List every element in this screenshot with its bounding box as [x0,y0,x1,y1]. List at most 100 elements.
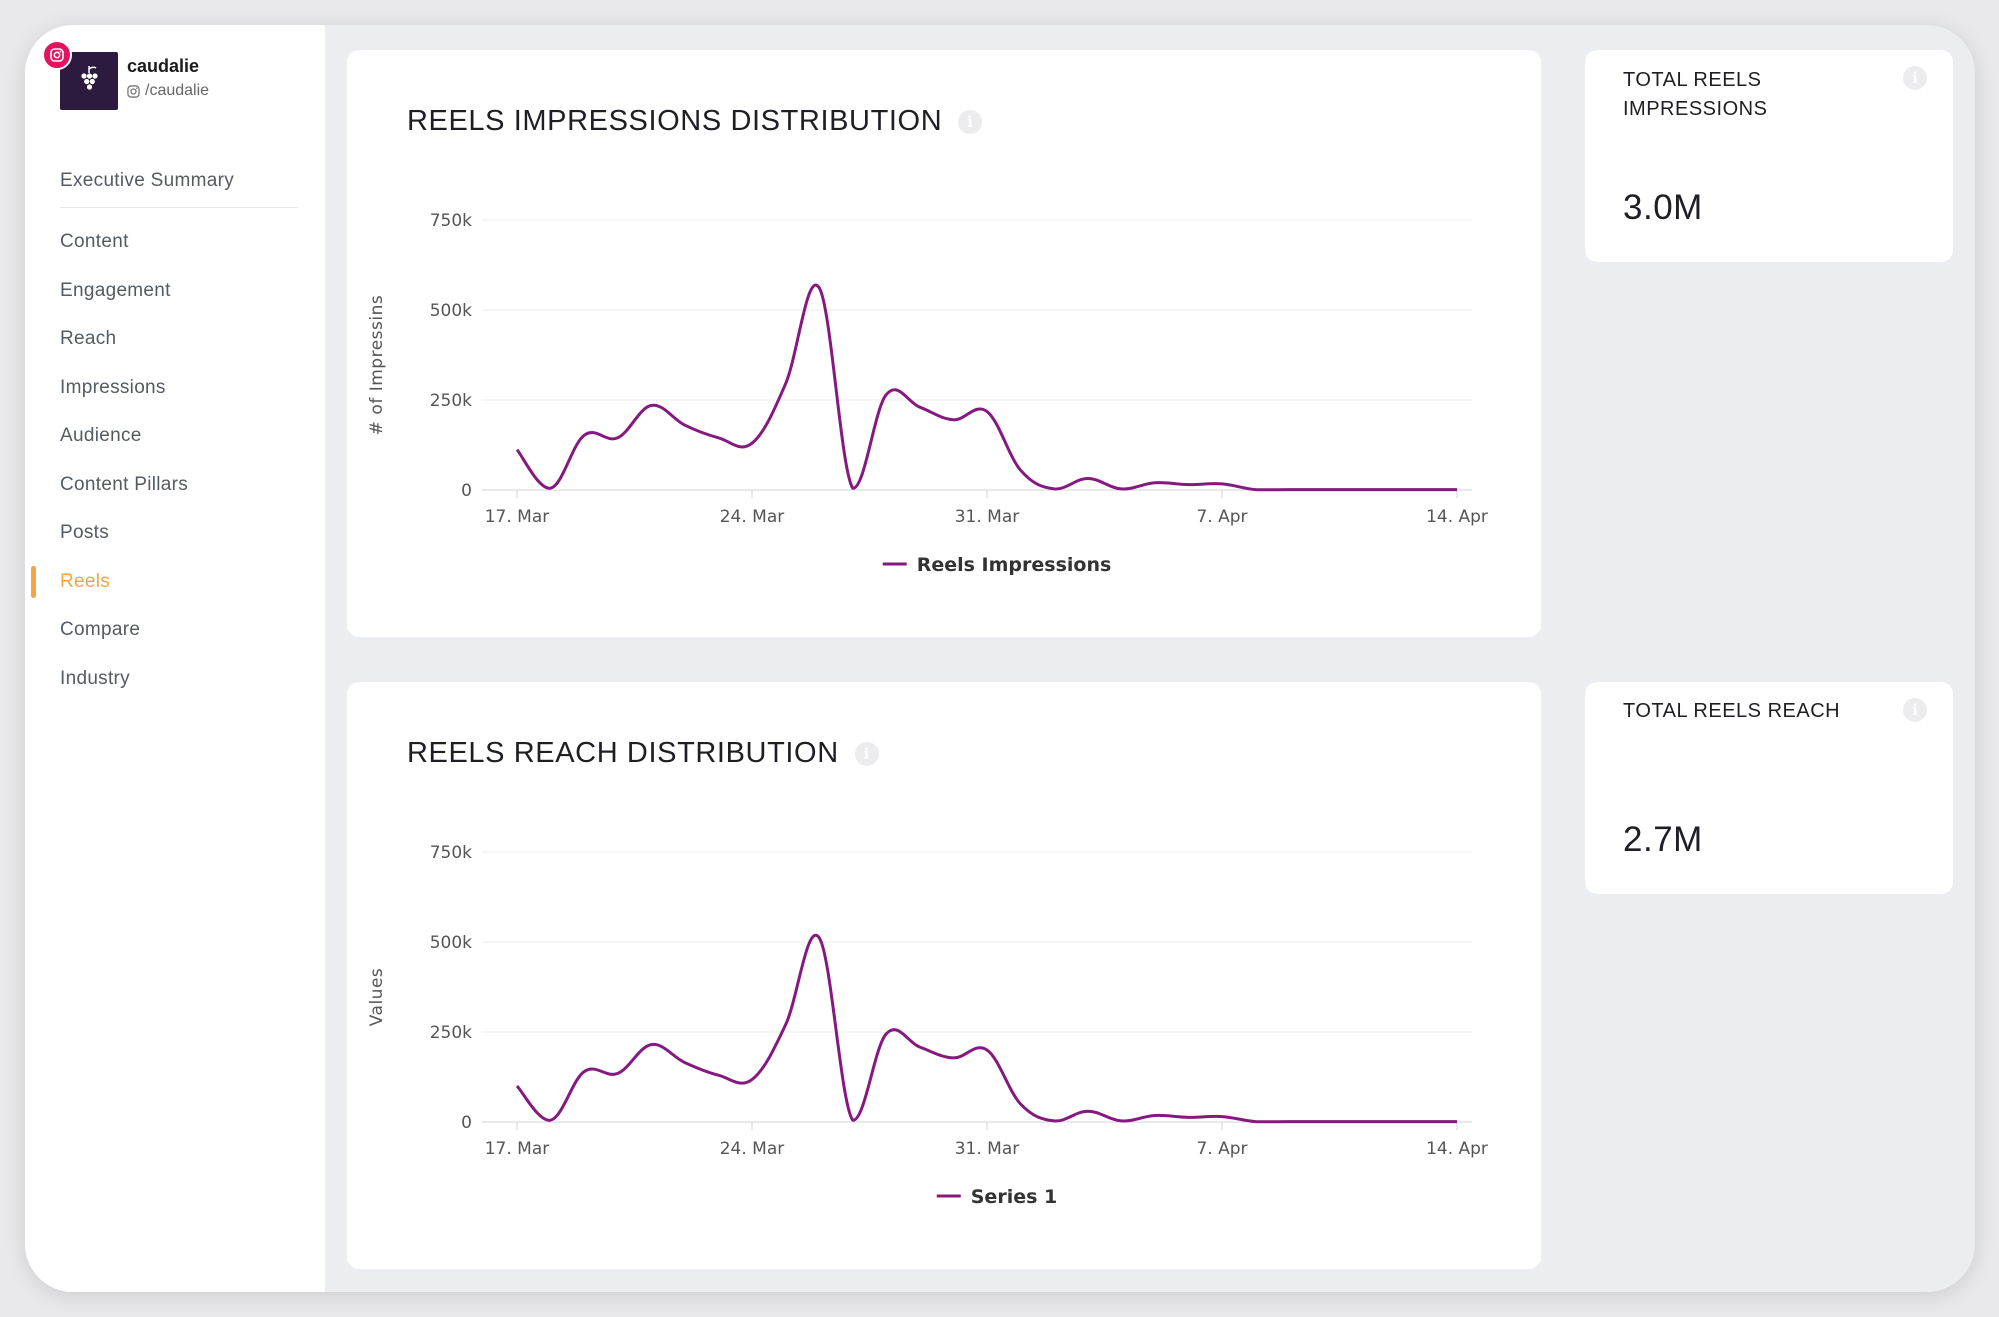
data-point[interactable] [1186,483,1190,487]
x-tick-label: 24. Mar [720,1139,785,1159]
data-point[interactable] [1321,488,1325,492]
legend[interactable]: Reels Impressions [882,554,1112,576]
y-tick-label: 0 [461,1113,472,1133]
data-point[interactable] [1052,1119,1056,1123]
sidebar-item-content[interactable]: Content [60,231,129,252]
data-point[interactable] [549,1118,553,1122]
data-point[interactable] [750,1078,754,1082]
data-point[interactable] [884,393,888,397]
data-point[interactable] [1019,1102,1023,1106]
data-point[interactable] [582,1070,586,1074]
data-point[interactable] [1052,487,1056,491]
data-point[interactable] [1119,1119,1123,1123]
data-point[interactable] [1220,1115,1224,1119]
info-icon[interactable]: i [1903,698,1927,722]
sidebar-item-posts[interactable]: Posts [60,522,110,543]
x-tick-label: 7. Apr [1196,507,1247,527]
data-point[interactable] [1153,481,1157,485]
sidebar-item-compare[interactable]: Compare [60,619,141,640]
sidebar-item-audience[interactable]: Audience [60,425,142,446]
data-point[interactable] [817,286,821,290]
sidebar-item-executive-summary[interactable]: Executive Summary [60,170,235,191]
data-point[interactable] [784,382,788,386]
data-point[interactable] [951,418,955,422]
data-point[interactable] [884,1032,888,1036]
data-point[interactable] [1388,1120,1392,1124]
data-point[interactable] [1186,1115,1190,1119]
sidebar-item-content-pillars[interactable]: Content Pillars [60,473,189,495]
data-point[interactable] [1421,488,1425,492]
y-tick-label: 750k [430,211,472,231]
data-point[interactable] [683,1061,687,1065]
data-point[interactable] [1287,488,1291,492]
data-point[interactable] [1254,488,1258,492]
info-icon[interactable]: i [958,109,983,134]
info-icon[interactable]: i [854,741,879,766]
sidebar-item-reels[interactable]: Reels [25,558,325,607]
data-point[interactable] [1086,1109,1090,1113]
data-point[interactable] [851,1118,855,1122]
grape-logo-icon [81,66,98,90]
data-point[interactable] [1153,1114,1157,1118]
data-point[interactable] [649,1043,653,1047]
data-point[interactable] [716,436,720,440]
impressions-chart-title-text: REELS IMPRESSIONS DISTRIBUTION [407,105,943,137]
legend-label: Reels Impressions [917,554,1112,576]
data-point[interactable] [1421,1120,1425,1124]
data-point[interactable] [1086,476,1090,480]
x-tick-label: 31. Mar [955,507,1020,527]
brand-handle: /caudalie [127,82,209,100]
reach-chart-title-text: REELS REACH DISTRIBUTION [407,737,839,769]
data-point[interactable] [1354,1120,1358,1124]
sidebar-item-impressions[interactable]: Impressions [60,376,166,398]
sidebar-item-reach[interactable]: Reach [60,328,117,349]
data-point[interactable] [918,405,922,409]
data-point[interactable] [1254,1120,1258,1124]
data-point[interactable] [985,1048,989,1052]
data-point[interactable] [750,441,754,445]
data-point[interactable] [616,1071,620,1075]
data-point[interactable] [515,448,519,452]
data-point[interactable] [716,1073,720,1077]
data-point[interactable] [1455,488,1459,492]
y-axis-label: # of Impressins [367,295,387,435]
total-reach-value: 2.7M [1623,820,1703,859]
data-point[interactable] [951,1056,955,1060]
data-point[interactable] [616,436,620,440]
sidebar-item-industry[interactable]: Industry [60,667,130,689]
data-point[interactable] [1321,1120,1325,1124]
data-point[interactable] [784,1023,788,1027]
total-reels-impressions-card: TOTAL REELS IMPRESSIONS i 3.0M [1585,50,1953,262]
data-point[interactable] [649,403,653,407]
y-tick-label: 250k [430,1023,472,1043]
data-point[interactable] [817,936,821,940]
sidebar-item-engagement[interactable]: Engagement [60,279,171,301]
data-point[interactable] [1287,1120,1291,1124]
series-line[interactable] [515,933,1457,1124]
data-point[interactable] [1119,487,1123,491]
data-point[interactable] [851,486,855,490]
total-impressions-value: 3.0M [1623,188,1703,227]
info-icon[interactable]: i [1903,66,1927,90]
reels-reach-card: REELS REACH DISTRIBUTION i 0 250k 500k 750k… [347,682,1541,1269]
data-point[interactable] [515,1084,519,1088]
data-point[interactable] [582,433,586,437]
data-point[interactable] [1388,488,1392,492]
series-line[interactable] [515,283,1457,492]
data-point[interactable] [683,423,687,427]
y-axis-label: Values [367,968,387,1027]
data-point[interactable] [1455,1120,1459,1124]
data-point[interactable] [1354,488,1358,492]
brand-header[interactable]: caudalie /caudalie [42,40,310,117]
data-point[interactable] [985,410,989,414]
brand-logo [60,52,118,110]
data-point[interactable] [1220,482,1224,486]
data-point[interactable] [918,1045,922,1049]
x-tick-label: 7. Apr [1196,1139,1247,1159]
reels-impressions-card: REELS IMPRESSIONS DISTRIBUTION i 0 250k 50… [347,50,1541,637]
data-point[interactable] [1019,468,1023,472]
data-point[interactable] [549,486,553,490]
x-tick-label: 24. Mar [720,507,785,527]
legend[interactable]: Series 1 [936,1186,1057,1208]
instagram-badge-icon [42,40,72,70]
